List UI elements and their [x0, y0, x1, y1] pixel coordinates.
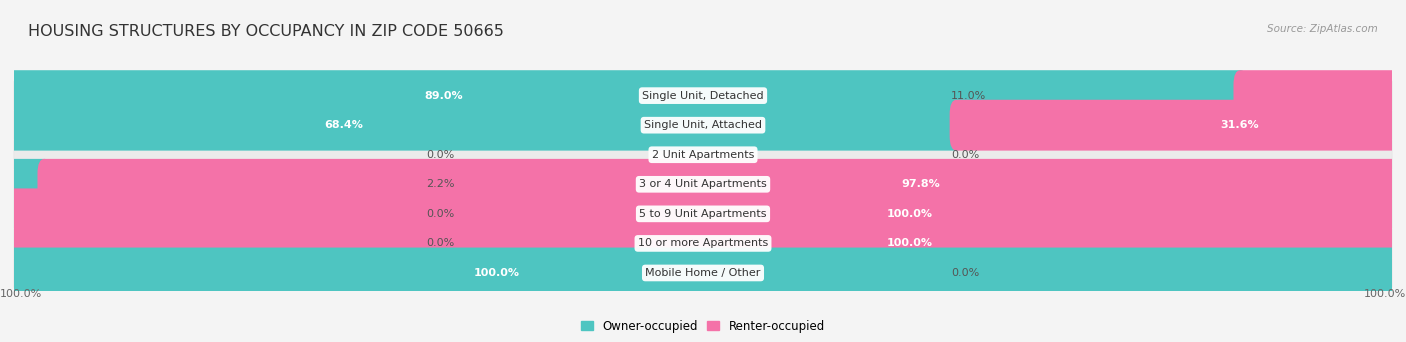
Text: Source: ZipAtlas.com: Source: ZipAtlas.com: [1267, 24, 1378, 34]
FancyBboxPatch shape: [7, 218, 1399, 269]
Text: 0.0%: 0.0%: [427, 238, 456, 248]
Text: 10 or more Apartments: 10 or more Apartments: [638, 238, 768, 248]
Text: 5 to 9 Unit Apartments: 5 to 9 Unit Apartments: [640, 209, 766, 219]
Text: 2.2%: 2.2%: [426, 179, 456, 189]
Text: 100.0%: 100.0%: [0, 289, 42, 299]
Text: 0.0%: 0.0%: [427, 150, 456, 160]
FancyBboxPatch shape: [7, 100, 963, 150]
FancyBboxPatch shape: [7, 159, 51, 210]
Text: 97.8%: 97.8%: [901, 179, 939, 189]
FancyBboxPatch shape: [14, 111, 1392, 140]
Text: Single Unit, Detached: Single Unit, Detached: [643, 91, 763, 101]
Text: 89.0%: 89.0%: [425, 91, 463, 101]
Text: 0.0%: 0.0%: [950, 268, 979, 278]
Legend: Owner-occupied, Renter-occupied: Owner-occupied, Renter-occupied: [576, 315, 830, 338]
Text: 31.6%: 31.6%: [1220, 120, 1258, 130]
FancyBboxPatch shape: [7, 70, 1247, 121]
FancyBboxPatch shape: [14, 140, 1392, 169]
FancyBboxPatch shape: [7, 188, 1399, 239]
Text: 0.0%: 0.0%: [950, 150, 979, 160]
Text: Mobile Home / Other: Mobile Home / Other: [645, 268, 761, 278]
FancyBboxPatch shape: [14, 229, 1392, 258]
Text: 3 or 4 Unit Apartments: 3 or 4 Unit Apartments: [640, 179, 766, 189]
FancyBboxPatch shape: [38, 159, 1399, 210]
FancyBboxPatch shape: [1233, 70, 1399, 121]
Text: 100.0%: 100.0%: [887, 238, 932, 248]
FancyBboxPatch shape: [14, 259, 1392, 287]
FancyBboxPatch shape: [7, 248, 1399, 298]
Text: 100.0%: 100.0%: [474, 268, 519, 278]
FancyBboxPatch shape: [14, 81, 1392, 110]
Text: Single Unit, Attached: Single Unit, Attached: [644, 120, 762, 130]
Text: 0.0%: 0.0%: [427, 209, 456, 219]
Text: 100.0%: 100.0%: [887, 209, 932, 219]
Text: 68.4%: 68.4%: [325, 120, 363, 130]
Text: 11.0%: 11.0%: [950, 91, 986, 101]
Text: 100.0%: 100.0%: [1364, 289, 1406, 299]
FancyBboxPatch shape: [14, 199, 1392, 228]
Text: 2 Unit Apartments: 2 Unit Apartments: [652, 150, 754, 160]
Text: HOUSING STRUCTURES BY OCCUPANCY IN ZIP CODE 50665: HOUSING STRUCTURES BY OCCUPANCY IN ZIP C…: [28, 24, 503, 39]
FancyBboxPatch shape: [14, 170, 1392, 199]
FancyBboxPatch shape: [949, 100, 1399, 150]
